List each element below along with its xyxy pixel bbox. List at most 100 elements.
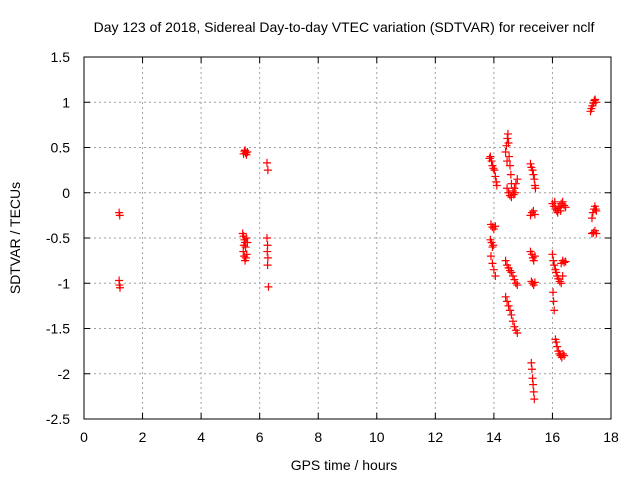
data-point-marker (550, 261, 559, 270)
data-point-marker (508, 272, 517, 281)
y-tick-label: 0.5 (51, 140, 71, 156)
x-tick-label: 8 (314, 429, 322, 445)
data-point-marker (530, 210, 539, 219)
data-point-marker (530, 252, 539, 261)
y-tick-label: 1.5 (51, 49, 71, 65)
data-point-marker (591, 98, 600, 107)
data-point-marker (510, 275, 519, 284)
data-point-marker (550, 197, 559, 206)
data-point-marker (558, 349, 567, 358)
data-point-marker (513, 175, 522, 184)
x-tick-label: 18 (603, 429, 619, 445)
y-tick-label: -1 (58, 275, 71, 291)
data-point-marker (504, 138, 513, 147)
data-point-marker (489, 241, 498, 250)
x-tick-label: 0 (80, 429, 88, 445)
x-tick-label: 14 (486, 429, 502, 445)
data-point-marker (242, 234, 251, 242)
data-point-marker (262, 158, 271, 167)
data-point-marker (529, 206, 538, 215)
data-point-marker (557, 279, 566, 288)
chart-title: Day 123 of 2018, Sidereal Day-to-day VTE… (94, 19, 595, 35)
data-point-marker (492, 181, 501, 190)
y-axis-label: SDTVAR / TECUs (7, 182, 23, 294)
data-point-marker (513, 329, 522, 338)
data-point-marker (490, 166, 499, 175)
data-point-marker (561, 203, 570, 212)
data-point-marker (529, 256, 538, 265)
data-point-marker (116, 283, 125, 292)
data-point-marker (239, 241, 248, 250)
data-point-marker (501, 292, 510, 301)
data-point-marker (503, 157, 512, 166)
data-point-marker (491, 272, 500, 281)
data-point-marker (511, 279, 520, 288)
data-point-marker (115, 211, 124, 220)
data-point-marker (264, 282, 273, 291)
data-point-marker (507, 268, 516, 277)
x-tick-label: 2 (139, 429, 147, 445)
data-point-marker (560, 201, 569, 210)
data-point-marker (548, 250, 557, 259)
y-tick-label: -0.5 (46, 230, 70, 246)
data-point-marker (489, 265, 498, 274)
axis-ticks: 0 2 4 6 8 10 12 14 16 18 1.5 1 0.5 0 -0.5 -1 -1.5 -2 -2.5 (46, 49, 619, 445)
data-point-marker (558, 197, 567, 206)
data-points (115, 95, 601, 404)
data-point-marker (549, 288, 558, 297)
data-point-marker (528, 166, 537, 175)
data-point-marker (486, 252, 495, 261)
data-point-marker (506, 170, 515, 179)
data-point-marker (531, 184, 540, 193)
data-point-marker (491, 172, 500, 181)
data-point-marker (526, 159, 535, 168)
x-tick-label: 16 (545, 429, 561, 445)
data-point-marker (505, 152, 514, 161)
data-point-marker (556, 206, 565, 215)
data-point-marker (487, 157, 496, 166)
data-point-marker (241, 146, 250, 155)
data-point-marker (507, 310, 516, 319)
data-point-marker (501, 256, 510, 265)
data-point-marker (263, 253, 272, 262)
data-point-marker (508, 317, 517, 326)
data-point-marker (527, 365, 536, 374)
data-point-marker (505, 266, 514, 275)
data-point-marker (262, 234, 271, 242)
data-point-marker (503, 297, 512, 306)
x-tick-label: 10 (369, 429, 385, 445)
data-point-marker (555, 277, 564, 286)
data-point-marker (505, 161, 514, 170)
data-point-marker (587, 214, 596, 223)
data-point-marker (505, 306, 514, 315)
data-point-marker (241, 253, 250, 262)
data-point-marker (510, 188, 519, 197)
data-point-marker (529, 387, 538, 396)
data-point-marker (530, 278, 539, 287)
data-point-marker (510, 322, 519, 331)
data-point-marker (501, 148, 510, 157)
data-point-marker (592, 229, 601, 238)
data-point-marker (553, 342, 562, 351)
x-tick-label: 4 (197, 429, 205, 445)
y-tick-label: -2 (58, 366, 71, 382)
data-point-marker (560, 258, 569, 267)
x-tick-label: 12 (428, 429, 444, 445)
data-point-marker (491, 222, 500, 231)
data-point-marker (592, 206, 601, 215)
data-point-marker (550, 306, 559, 315)
data-point-marker (505, 191, 514, 200)
data-point-marker (549, 256, 558, 265)
y-tick-label: 1 (62, 94, 70, 110)
data-point-marker (503, 129, 512, 138)
data-point-marker (511, 179, 520, 188)
data-point-marker (503, 184, 512, 193)
data-point-marker (489, 164, 498, 173)
data-point-marker (263, 166, 272, 175)
data-point-marker (529, 380, 538, 389)
data-point-marker (509, 190, 518, 199)
x-axis-label: GPS time / hours (291, 457, 398, 473)
y-tick-label: -2.5 (46, 411, 70, 427)
